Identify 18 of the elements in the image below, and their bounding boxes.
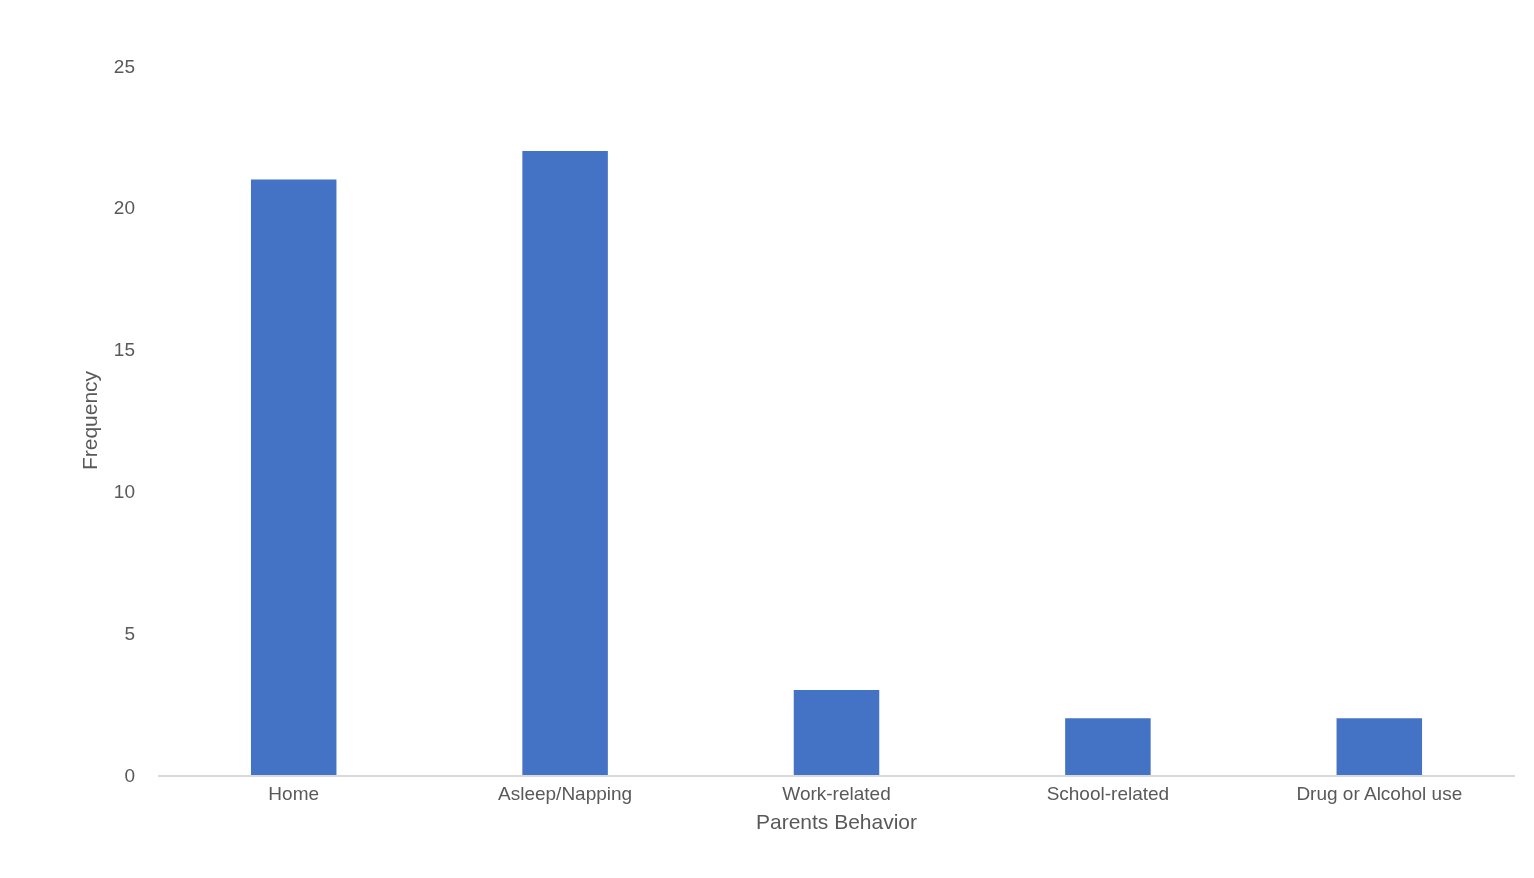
bar xyxy=(1065,718,1151,775)
bar xyxy=(250,179,337,775)
x-tick-label: School-related xyxy=(1046,782,1170,804)
x-tick-label: Asleep/Napping xyxy=(498,782,633,804)
y-tick-label: 25 xyxy=(113,55,135,77)
x-tick-label: Work-related xyxy=(782,782,891,804)
y-tick-label: 0 xyxy=(124,764,135,786)
y-tick-label: 20 xyxy=(113,197,135,219)
y-axis-title: Frequency xyxy=(78,370,102,471)
bar xyxy=(1336,718,1423,775)
x-axis-title: Parents Behavior xyxy=(755,810,918,834)
y-tick-label: 10 xyxy=(113,481,135,503)
x-tick-label: Drug or Alcohol use xyxy=(1296,782,1463,804)
bar xyxy=(522,151,608,775)
y-tick-label: 5 xyxy=(124,622,135,644)
x-tick-label: Home xyxy=(268,782,320,804)
bar xyxy=(793,689,880,775)
y-tick-label: 15 xyxy=(113,339,135,361)
